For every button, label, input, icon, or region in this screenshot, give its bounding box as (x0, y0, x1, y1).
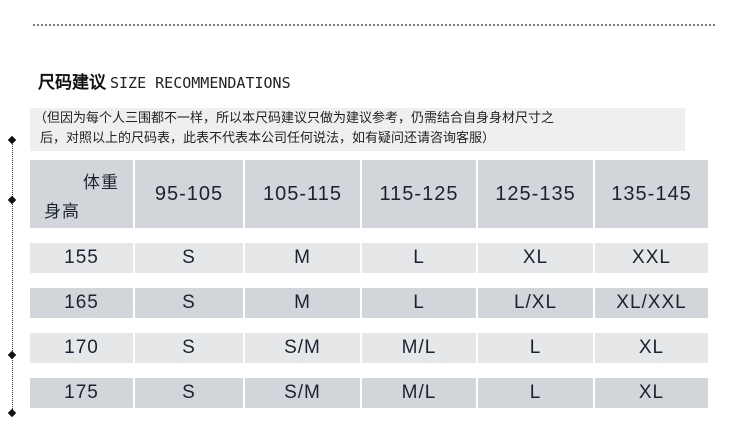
size-cell: XL (595, 378, 708, 408)
weight-header: 135-145 (595, 160, 708, 228)
section-title: 尺码建议 SIZE RECOMMENDATIONS (38, 68, 291, 93)
title-cn: 尺码建议 (38, 73, 106, 93)
title-en: SIZE RECOMMENDATIONS (110, 74, 291, 92)
diamond-bullet-icon (7, 195, 17, 205)
height-cell: 155 (30, 243, 135, 273)
weight-header: 115-125 (362, 160, 478, 228)
disclaimer-note: （但因为每个人三围都不一样，所以本尺码建议只做为建议参考，仍需结合自身身材尺寸之… (30, 108, 685, 151)
size-cell: L/XL (478, 288, 595, 318)
size-cell: L (478, 333, 595, 363)
note-line-1: （但因为每个人三围都不一样，所以本尺码建议只做为建议参考，仍需结合自身身材尺寸之 (34, 111, 555, 126)
timeline-dotted-line (12, 140, 13, 415)
weight-header: 95-105 (135, 160, 245, 228)
size-cell: S/M (245, 333, 362, 363)
size-cell: XL/XXL (595, 288, 708, 318)
height-cell: 170 (30, 333, 135, 363)
size-cell: L (362, 243, 478, 273)
weight-header: 105-115 (245, 160, 362, 228)
diamond-bullet-icon (7, 350, 17, 360)
size-cell: XXL (595, 243, 708, 273)
height-cell: 175 (30, 378, 135, 408)
weight-label: 体重 (83, 173, 119, 192)
weight-header: 125-135 (478, 160, 595, 228)
dotted-divider (33, 24, 715, 26)
size-cell: XL (478, 243, 595, 273)
size-cell: M/L (362, 378, 478, 408)
corner-header: 体重 身高 (30, 160, 135, 228)
table-row: 165 S M L L/XL XL/XXL (30, 288, 708, 318)
height-label: 身高 (44, 202, 80, 221)
size-cell: L (362, 288, 478, 318)
diamond-bullet-icon (7, 408, 17, 418)
size-cell: L (478, 378, 595, 408)
size-cell: S/M (245, 378, 362, 408)
height-cell: 165 (30, 288, 135, 318)
note-line-2: 后，对照以上的尺码表，此表不代表本公司任何说法，如有疑问还请咨询客服） (40, 131, 496, 146)
size-cell: S (135, 288, 245, 318)
table-row: 175 S S/M M/L L XL (30, 378, 708, 408)
table-row: 170 S S/M M/L L XL (30, 333, 708, 363)
size-cell: XL (595, 333, 708, 363)
table-row: 155 S M L XL XXL (30, 243, 708, 273)
size-cell: M (245, 288, 362, 318)
size-cell: S (135, 378, 245, 408)
diamond-bullet-icon (7, 135, 17, 145)
size-cell: S (135, 243, 245, 273)
table-header-row: 体重 身高 95-105 105-115 115-125 125-135 135… (30, 160, 708, 228)
size-cell: S (135, 333, 245, 363)
size-cell: M/L (362, 333, 478, 363)
size-cell: M (245, 243, 362, 273)
